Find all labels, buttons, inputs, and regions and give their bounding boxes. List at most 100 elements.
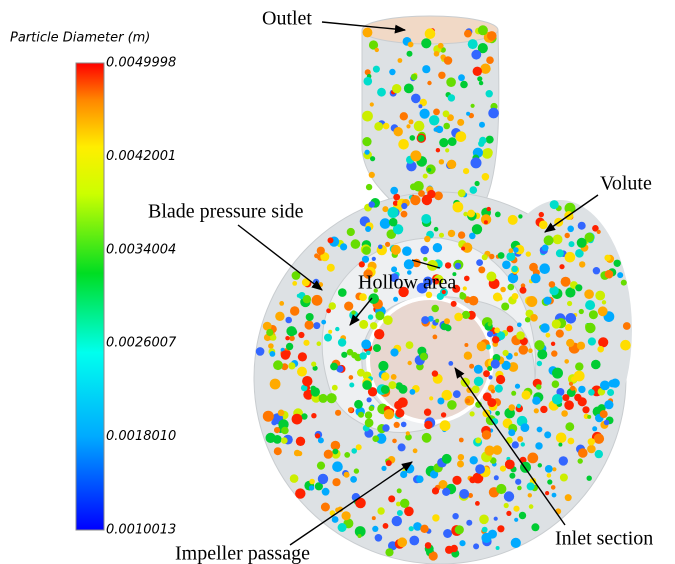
particle <box>479 122 485 128</box>
particle <box>445 546 453 554</box>
figure: Particle Diameter (m) 0.00499980.0042001… <box>0 0 675 564</box>
particle <box>534 408 539 413</box>
particle <box>402 246 412 256</box>
particle <box>429 115 439 125</box>
particle <box>521 423 530 432</box>
particle <box>565 233 570 238</box>
particle <box>434 227 439 232</box>
particle <box>544 235 554 245</box>
particle <box>494 475 499 480</box>
particle <box>464 30 472 38</box>
particle <box>502 261 511 270</box>
particle <box>455 525 464 534</box>
colorbar-tick-label: 0.0049998 <box>106 56 176 71</box>
label-inlet: Inlet section <box>555 528 653 550</box>
particle <box>519 345 529 355</box>
particle <box>433 109 440 116</box>
particle <box>365 411 372 418</box>
particle <box>529 504 534 509</box>
particle <box>303 295 311 303</box>
particle <box>375 48 379 52</box>
particle <box>404 507 414 517</box>
particle <box>266 329 273 336</box>
particle <box>588 389 595 396</box>
particle <box>349 375 354 380</box>
particle <box>485 446 495 456</box>
particle <box>298 352 307 361</box>
particle <box>374 122 383 131</box>
particle <box>437 293 444 300</box>
particle <box>495 212 501 218</box>
particle <box>408 42 414 48</box>
particle <box>585 300 595 310</box>
particle <box>351 448 357 454</box>
particle <box>347 228 355 236</box>
particle <box>362 111 373 122</box>
particle <box>497 525 504 532</box>
particle <box>434 127 438 131</box>
particle <box>584 289 594 299</box>
label-hollow: Hollow area <box>358 272 456 294</box>
particle <box>451 301 457 307</box>
particle <box>547 473 552 478</box>
particle <box>411 94 421 104</box>
particle <box>484 220 488 224</box>
particle <box>414 121 425 132</box>
particle <box>410 195 420 205</box>
particle <box>443 529 452 538</box>
particle <box>496 484 506 494</box>
particle <box>578 386 585 393</box>
particle <box>436 148 440 152</box>
particle <box>475 501 480 506</box>
particle <box>565 422 574 431</box>
particle <box>537 349 547 359</box>
particle <box>443 123 450 130</box>
particle <box>281 350 290 359</box>
particle <box>434 51 440 57</box>
particle <box>559 264 564 269</box>
particle <box>582 406 589 413</box>
particle <box>369 172 375 178</box>
particle <box>471 50 481 60</box>
particle <box>568 438 575 445</box>
particle <box>459 540 465 546</box>
particle <box>579 309 584 314</box>
particle <box>421 38 431 48</box>
particle <box>623 322 631 330</box>
label-impeller: Impeller passage <box>175 543 310 564</box>
particle <box>296 437 305 446</box>
particle <box>549 281 556 288</box>
particle <box>432 514 439 521</box>
particle <box>537 427 543 433</box>
particle <box>422 65 430 73</box>
particle <box>499 297 503 301</box>
colorbar-ticks: 0.00499980.00420010.00340040.00260070.00… <box>106 56 177 538</box>
particle <box>569 382 573 386</box>
particle <box>364 77 373 86</box>
particle <box>570 386 575 391</box>
particle <box>397 488 402 493</box>
particle <box>398 139 409 150</box>
particle <box>471 157 482 168</box>
particle <box>422 433 432 443</box>
particle <box>574 394 581 401</box>
particle <box>327 393 337 403</box>
particle <box>324 334 332 342</box>
particle <box>565 287 575 297</box>
particle <box>311 413 316 418</box>
particle <box>562 394 569 401</box>
particle <box>297 367 307 377</box>
particle <box>420 353 428 361</box>
particle <box>475 437 481 443</box>
particle <box>328 237 334 243</box>
particle <box>602 300 606 304</box>
particle <box>588 337 596 345</box>
particle <box>332 516 339 523</box>
particle <box>332 478 340 486</box>
particle <box>605 270 614 279</box>
particle <box>508 284 515 291</box>
particle <box>488 108 499 119</box>
particle <box>365 419 374 428</box>
particle <box>473 543 479 549</box>
particle <box>611 379 620 388</box>
